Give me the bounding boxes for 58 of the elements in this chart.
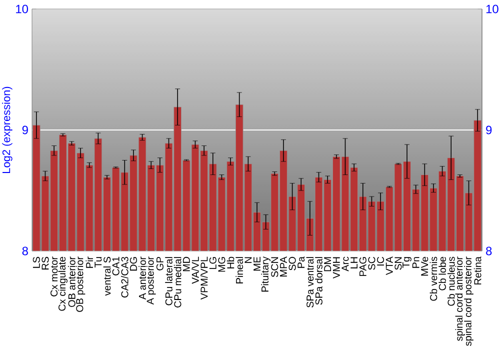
x-tick-label: DG	[130, 257, 137, 271]
y-axis-title: Log2 (expression)	[2, 86, 12, 173]
x-tick-label: OB anterior	[68, 256, 76, 307]
x-tick-label: Retina	[474, 256, 482, 284]
x-tick-label: MD	[182, 256, 190, 272]
x-tick-label: DM	[324, 257, 332, 272]
x-tick-label: VA/VL	[192, 256, 199, 284]
x-tick-label: CPu lateral	[165, 257, 172, 306]
x-tick-label: Pir	[86, 256, 93, 268]
x-tick-label: VPM/VPL	[200, 256, 208, 300]
x-tick-label: Tu	[94, 257, 102, 268]
y2-tick-label: 9	[486, 126, 492, 134]
x-tick-label: MVe	[421, 256, 428, 276]
x-tick-label: Arc	[342, 256, 349, 272]
x-tick-label: Pa	[298, 256, 305, 268]
y2-tick-label: 10	[486, 4, 498, 14]
x-tick-label: A posterior	[146, 256, 156, 305]
x-tick-label: Cb nucleus	[447, 256, 455, 306]
x-tick-label: Hb	[226, 256, 234, 268]
x-tick-label: OB posterior	[76, 256, 86, 312]
x-tick-label: VMH	[332, 257, 340, 279]
x-tick-label: ventral S	[103, 256, 111, 296]
x-tick-label: IC	[377, 256, 384, 266]
x-tick-label: spinal cord posterior	[464, 256, 474, 346]
x-tick-label: CA1	[112, 256, 120, 276]
y2-tick-label: 8	[486, 246, 492, 256]
y-tick-label: 8	[22, 246, 28, 256]
x-tick-label: RS	[42, 256, 49, 270]
x-tick-label: Pn	[412, 257, 420, 268]
x-tick-label: Cb lobe	[438, 256, 446, 290]
x-tick-label: ME	[254, 256, 260, 271]
x-tick-label: SO	[288, 256, 296, 270]
x-tick-label: VTA	[386, 256, 393, 276]
x-tick-label: GP	[156, 256, 164, 270]
x-tick-label: Pineal	[236, 257, 244, 284]
y-tick-label: 9	[22, 126, 28, 134]
x-tick-label: CA2/CA3	[120, 256, 128, 298]
x-tick-label: Cb vermis	[430, 256, 438, 301]
x-tick-label: SC	[368, 256, 376, 270]
y-tick-label: 10	[16, 4, 28, 14]
x-tick-label: SN	[394, 257, 402, 270]
x-tick-label: Cx motor	[50, 256, 58, 296]
x-tick-label: LG	[209, 257, 216, 269]
x-tick-label: MPA	[280, 256, 287, 276]
x-tick-label: SPa ventral	[306, 257, 314, 308]
x-tick-label: Tg	[402, 257, 412, 268]
x-tick-label: SCN	[271, 257, 278, 278]
x-tick-label: PAG	[359, 257, 366, 276]
x-tick-label: SPa dorsal	[315, 257, 322, 305]
x-tick-label: Pituitary	[261, 256, 270, 292]
x-tick-label: LH	[350, 257, 358, 268]
x-tick-label: Cx cingulate	[58, 256, 68, 311]
x-tick-label: CPu medial	[174, 257, 182, 308]
x-tick-label: N	[244, 257, 252, 263]
x-tick-label: A anterior	[138, 256, 146, 300]
x-tick-label: spinal cord anterior	[455, 256, 465, 341]
x-tick-label: LS	[32, 256, 40, 268]
x-tick-label: MG	[218, 257, 226, 272]
